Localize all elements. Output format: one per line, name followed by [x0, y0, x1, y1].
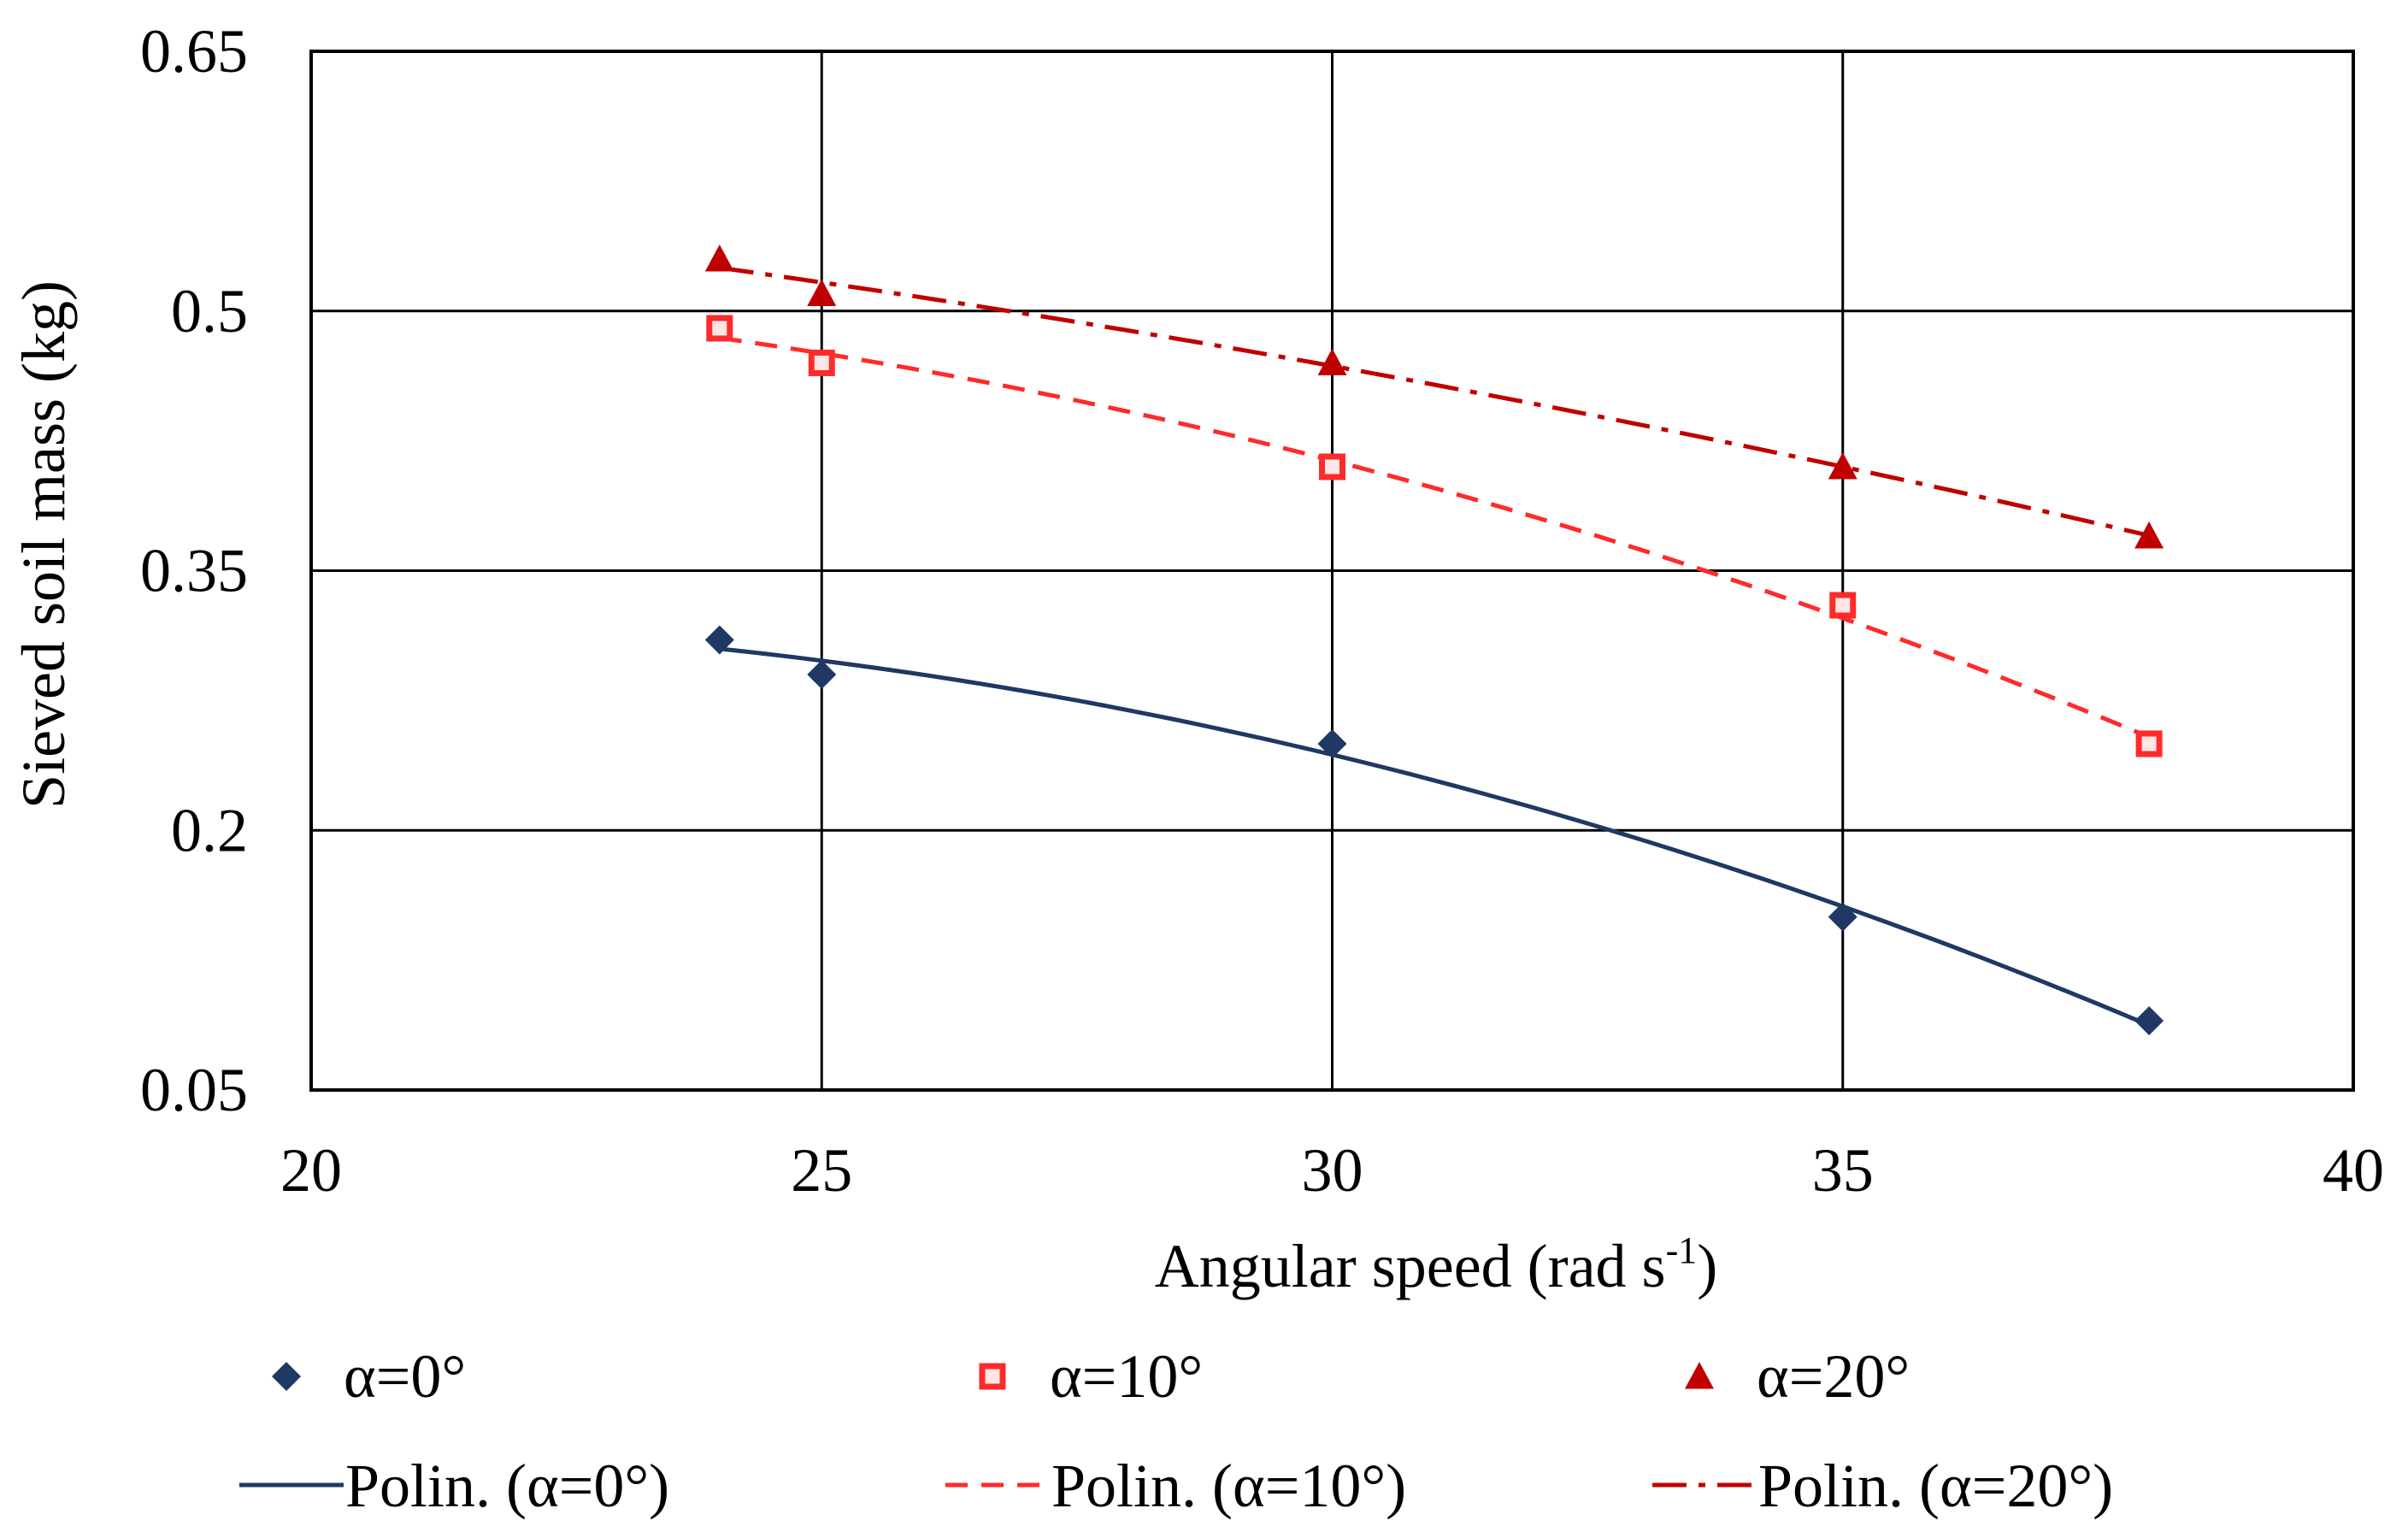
legend-trend-label-series-3: Polin. (α=20°) — [1758, 1452, 2113, 1520]
data-points — [704, 245, 2164, 1035]
legend-label-series-1: α=0° — [344, 1342, 466, 1411]
data-point-series-2 — [808, 350, 835, 376]
trend-lines — [719, 265, 2151, 1028]
data-point-series-1 — [1317, 729, 1347, 758]
data-point-series-1 — [807, 660, 837, 689]
grid — [311, 51, 2353, 1090]
data-point-series-1 — [704, 625, 734, 655]
data-point-series-2 — [2135, 730, 2163, 757]
plot-area-frame — [309, 50, 2355, 1092]
x-axis-label: Angular speed (rad s-1) — [1155, 1229, 1717, 1300]
legend: α=0° Polin. (α=0°) α=10° Polin. (α=10°) α=20… — [239, 1342, 2113, 1520]
x-tick-label: 20 — [280, 1136, 342, 1205]
legend-label-series-2: α=10° — [1050, 1342, 1203, 1411]
x-axis-label-superscript: -1 — [1666, 1229, 1698, 1271]
data-point-series-1 — [2134, 1006, 2164, 1035]
data-point-series-3 — [807, 279, 837, 306]
data-point-series-3 — [704, 245, 734, 272]
data-point-series-1 — [1828, 902, 1858, 932]
y-tick-label: 0.65 — [140, 17, 248, 85]
y-tick-label: 0.35 — [140, 537, 248, 605]
data-point-series-2 — [706, 315, 733, 342]
y-tick-label: 0.05 — [140, 1056, 248, 1124]
y-axis-label: Sieved soil mass (kg) — [9, 280, 78, 809]
trend-line-series-2 — [719, 335, 2151, 740]
data-point-series-3 — [1317, 348, 1347, 375]
x-axis-label-main: Angular speed (rad s — [1155, 1232, 1666, 1300]
legend-trend-label-series-2: Polin. (α=10°) — [1051, 1452, 1406, 1520]
data-point-series-2 — [1319, 453, 1345, 480]
x-tick-label: 25 — [791, 1136, 852, 1205]
data-point-series-3 — [1828, 452, 1858, 480]
legend-marker-series-3 — [1685, 1362, 1714, 1389]
legend-marker-series-1 — [272, 1362, 301, 1391]
data-point-series-2 — [1829, 592, 1857, 619]
legend-label-series-3: α=20° — [1757, 1342, 1910, 1411]
y-tick-label: 0.2 — [171, 796, 248, 864]
data-point-series-3 — [2134, 522, 2164, 549]
trend-line-series-1 — [719, 646, 2151, 1028]
x-axis-label-end: ) — [1697, 1232, 1717, 1300]
y-tick-label: 0.5 — [171, 277, 248, 345]
legend-trend-label-series-1: Polin. (α=0°) — [345, 1452, 669, 1520]
x-tick-label: 35 — [1812, 1136, 1874, 1205]
tick-labels: 20 25 30 35 40 0.05 0.2 0.35 0.5 0.65 — [140, 17, 2384, 1205]
x-tick-label: 30 — [1302, 1136, 1363, 1205]
x-tick-label: 40 — [2323, 1136, 2384, 1205]
trend-line-series-3 — [719, 265, 2150, 538]
legend-marker-series-2 — [979, 1363, 1006, 1390]
